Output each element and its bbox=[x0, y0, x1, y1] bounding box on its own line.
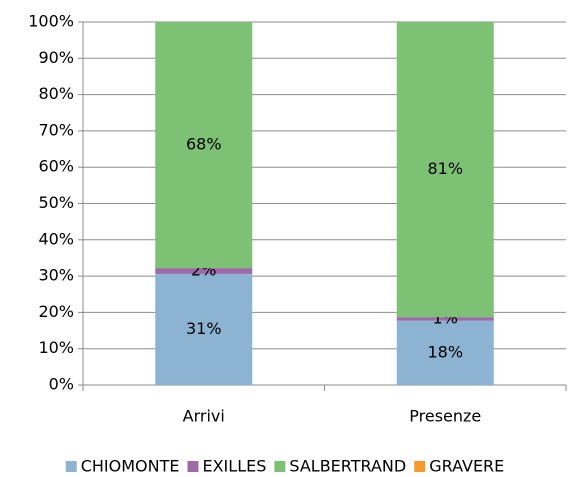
legend-label: GRAVERE bbox=[429, 457, 504, 476]
legend-label: CHIOMONTE bbox=[81, 457, 180, 476]
y-tick-label: 90% bbox=[38, 48, 74, 67]
bar-segment bbox=[155, 268, 253, 274]
y-tick-label: 0% bbox=[49, 375, 74, 394]
legend-swatch bbox=[274, 461, 286, 472]
y-tick-label: 60% bbox=[38, 157, 74, 176]
legend-label: EXILLES bbox=[202, 457, 266, 476]
legend-swatch bbox=[414, 461, 426, 472]
data-label: 81% bbox=[427, 159, 463, 178]
bar-segment bbox=[155, 273, 253, 385]
y-tick-label: 100% bbox=[28, 12, 74, 31]
x-tick-label: Presenze bbox=[409, 407, 481, 426]
y-tick-label: 80% bbox=[38, 84, 74, 103]
data-label: 68% bbox=[186, 135, 222, 154]
data-label: 18% bbox=[427, 342, 463, 361]
legend-swatch bbox=[65, 461, 77, 472]
legend-label: SALBERTRAND bbox=[289, 457, 406, 476]
y-tick-label: 20% bbox=[38, 302, 74, 321]
y-tick-label: 10% bbox=[38, 338, 74, 357]
y-tick-label: 70% bbox=[38, 120, 74, 139]
bar-segment bbox=[396, 320, 494, 385]
bar-segment bbox=[396, 317, 494, 321]
bar-segment bbox=[155, 22, 253, 269]
y-tick-label: 30% bbox=[38, 266, 74, 285]
legend-swatch bbox=[187, 461, 199, 472]
x-tick-label: Arrivi bbox=[183, 407, 225, 426]
bar-segment bbox=[396, 22, 494, 318]
data-label: 31% bbox=[186, 319, 222, 338]
y-tick-label: 40% bbox=[38, 229, 74, 248]
y-tick-label: 50% bbox=[38, 193, 74, 212]
